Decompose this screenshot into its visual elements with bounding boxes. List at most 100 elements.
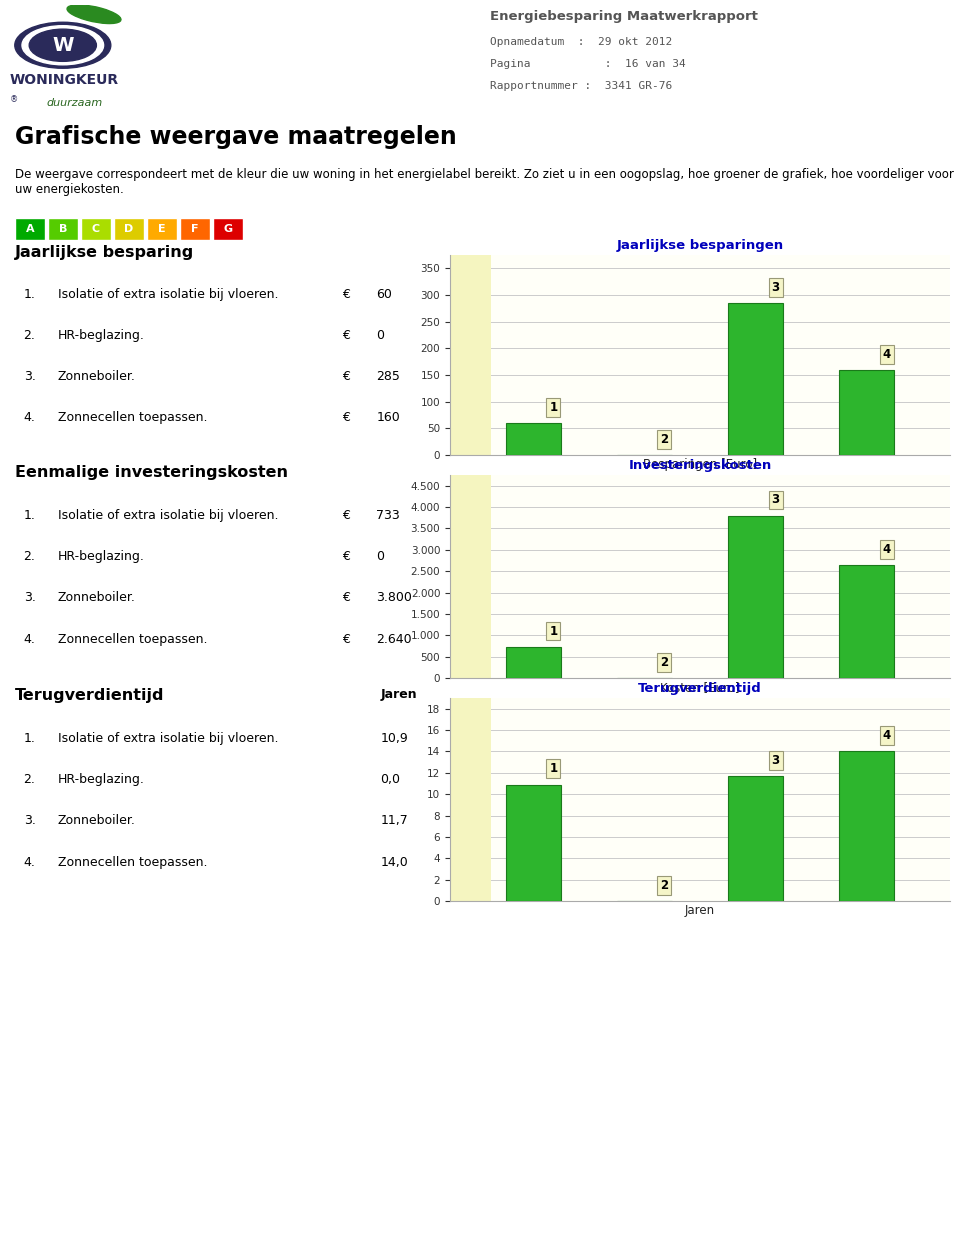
Text: W: W — [52, 36, 74, 55]
Text: De weergave correspondeert met de kleur die uw woning in het energielabel bereik: De weergave correspondeert met de kleur … — [15, 168, 954, 196]
Title: Investeringskosten: Investeringskosten — [629, 459, 772, 473]
Bar — [81, 218, 111, 240]
X-axis label: Kosten [Euro]: Kosten [Euro] — [660, 681, 740, 694]
Text: Grafische weergave maatregelen: Grafische weergave maatregelen — [15, 125, 457, 149]
Text: 1.: 1. — [24, 509, 36, 522]
Text: 0,0: 0,0 — [380, 773, 400, 786]
Text: 2: 2 — [660, 879, 668, 892]
Text: €: € — [342, 633, 349, 646]
Text: 4: 4 — [882, 543, 891, 555]
Text: 60: 60 — [376, 288, 392, 301]
Text: HR-beglazing.: HR-beglazing. — [58, 329, 145, 342]
Text: 3.: 3. — [24, 370, 36, 383]
Text: WONINGKEUR: WONINGKEUR — [10, 73, 119, 86]
Text: A: A — [26, 224, 35, 234]
X-axis label: Jaren: Jaren — [684, 903, 715, 917]
Text: B: B — [59, 224, 67, 234]
Text: 2: 2 — [660, 433, 668, 447]
Text: 1.: 1. — [24, 732, 36, 744]
Text: G: G — [224, 224, 232, 234]
Text: 1.: 1. — [24, 288, 36, 301]
Title: Jaarlijkse besparingen: Jaarlijkse besparingen — [616, 239, 783, 253]
Text: Pagina           :  16 van 34: Pagina : 16 van 34 — [490, 59, 685, 69]
Text: Rapportnummer :  3341 GR-76: Rapportnummer : 3341 GR-76 — [490, 81, 672, 91]
Text: Energiebesparing Maatwerkrapport: Energiebesparing Maatwerkrapport — [490, 10, 757, 23]
Bar — [48, 218, 78, 240]
Bar — [213, 218, 243, 240]
Text: 3.: 3. — [24, 814, 36, 827]
Text: Zonneboiler.: Zonneboiler. — [58, 592, 136, 604]
Text: €: € — [342, 329, 349, 342]
Text: 3.: 3. — [24, 592, 36, 604]
Bar — [506, 423, 561, 455]
Text: €: € — [342, 550, 349, 563]
Text: 1: 1 — [549, 402, 558, 414]
Text: Opnamedatum  :  29 okt 2012: Opnamedatum : 29 okt 2012 — [490, 38, 672, 48]
Text: Isolatie of extra isolatie bij vloeren.: Isolatie of extra isolatie bij vloeren. — [58, 509, 278, 522]
Text: 3: 3 — [772, 754, 780, 767]
Text: Zonneboiler.: Zonneboiler. — [58, 814, 136, 827]
Text: C: C — [92, 224, 100, 234]
Text: Zonnecellen toepassen.: Zonnecellen toepassen. — [58, 633, 207, 646]
Text: 3: 3 — [772, 281, 780, 294]
Text: 2: 2 — [660, 656, 668, 669]
Text: Terugverdientijd: Terugverdientijd — [15, 688, 164, 703]
Text: 4.: 4. — [24, 856, 36, 869]
Text: Zonnecellen toepassen.: Zonnecellen toepassen. — [58, 856, 207, 869]
Bar — [728, 776, 783, 901]
Text: Isolatie of extra isolatie bij vloeren.: Isolatie of extra isolatie bij vloeren. — [58, 732, 278, 744]
Text: HR-beglazing.: HR-beglazing. — [58, 550, 145, 563]
Text: 14,0: 14,0 — [380, 856, 408, 869]
Text: Jaarlijkse besparing: Jaarlijkse besparing — [15, 245, 194, 260]
Text: 4: 4 — [882, 729, 891, 742]
Text: Eenmalige investeringskosten: Eenmalige investeringskosten — [15, 465, 288, 480]
Bar — [114, 218, 144, 240]
Text: €: € — [342, 509, 349, 522]
Text: 2.: 2. — [24, 550, 36, 563]
Text: 3: 3 — [772, 493, 780, 507]
Text: Zonnecellen toepassen.: Zonnecellen toepassen. — [58, 410, 207, 424]
Text: 733: 733 — [376, 509, 400, 522]
Bar — [180, 218, 210, 240]
Text: 11,7: 11,7 — [380, 814, 408, 827]
X-axis label: Besparingen [Euro]: Besparingen [Euro] — [643, 458, 757, 470]
Text: €: € — [342, 370, 349, 383]
Text: HR-beglazing.: HR-beglazing. — [58, 773, 145, 786]
Text: 285: 285 — [376, 370, 400, 383]
Bar — [15, 218, 45, 240]
Bar — [839, 369, 895, 455]
Text: ®: ® — [10, 95, 18, 104]
Text: €: € — [342, 410, 349, 424]
Text: 1: 1 — [549, 762, 558, 776]
Bar — [506, 647, 561, 678]
Text: 160: 160 — [376, 410, 400, 424]
Circle shape — [14, 23, 110, 69]
Bar — [450, 475, 492, 678]
Text: 0: 0 — [376, 550, 384, 563]
Text: Isolatie of extra isolatie bij vloeren.: Isolatie of extra isolatie bij vloeren. — [58, 288, 278, 301]
Bar — [839, 565, 895, 678]
Text: E: E — [158, 224, 166, 234]
Bar — [506, 784, 561, 901]
Text: 2.640: 2.640 — [376, 633, 412, 646]
Bar — [728, 303, 783, 455]
Text: 10,9: 10,9 — [380, 732, 408, 744]
Ellipse shape — [67, 5, 121, 24]
Bar — [450, 698, 492, 901]
Bar — [147, 218, 177, 240]
Text: 4: 4 — [882, 348, 891, 360]
Text: duurzaam: duurzaam — [46, 98, 103, 108]
Text: 0: 0 — [376, 329, 384, 342]
Text: D: D — [125, 224, 133, 234]
Bar — [728, 515, 783, 678]
Text: €: € — [342, 592, 349, 604]
Circle shape — [22, 26, 104, 65]
Text: €: € — [342, 288, 349, 301]
Text: Zonneboiler.: Zonneboiler. — [58, 370, 136, 383]
Text: 2.: 2. — [24, 329, 36, 342]
Text: 4.: 4. — [24, 633, 36, 646]
Text: 2.: 2. — [24, 773, 36, 786]
Text: 3.800: 3.800 — [376, 592, 412, 604]
Circle shape — [29, 29, 96, 61]
Title: Terugverdientijd: Terugverdientijd — [638, 683, 762, 696]
